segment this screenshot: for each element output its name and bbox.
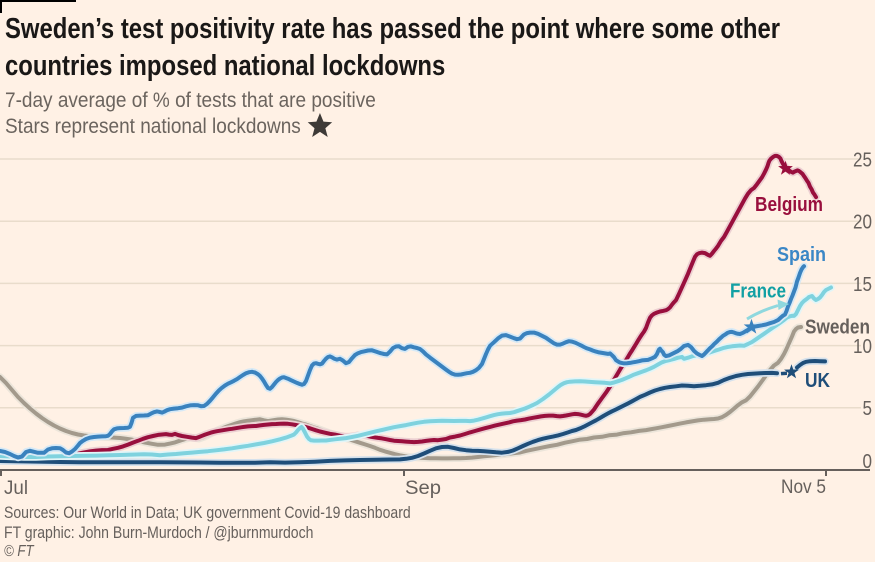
svg-text:Jul: Jul [4, 478, 28, 499]
svg-text:0: 0 [863, 451, 873, 473]
svg-text:25: 25 [853, 150, 872, 172]
svg-text:Sep: Sep [405, 478, 441, 499]
svg-text:France: France [730, 281, 786, 303]
svg-text:Nov 5: Nov 5 [781, 477, 826, 498]
svg-text:5: 5 [863, 398, 873, 420]
svg-text:15: 15 [853, 274, 872, 296]
svg-text:10: 10 [853, 336, 872, 358]
svg-text:20: 20 [853, 212, 872, 234]
svg-text:Spain: Spain [777, 244, 826, 266]
svg-text:Belgium: Belgium [755, 194, 823, 216]
svg-text:UK: UK [805, 370, 830, 392]
